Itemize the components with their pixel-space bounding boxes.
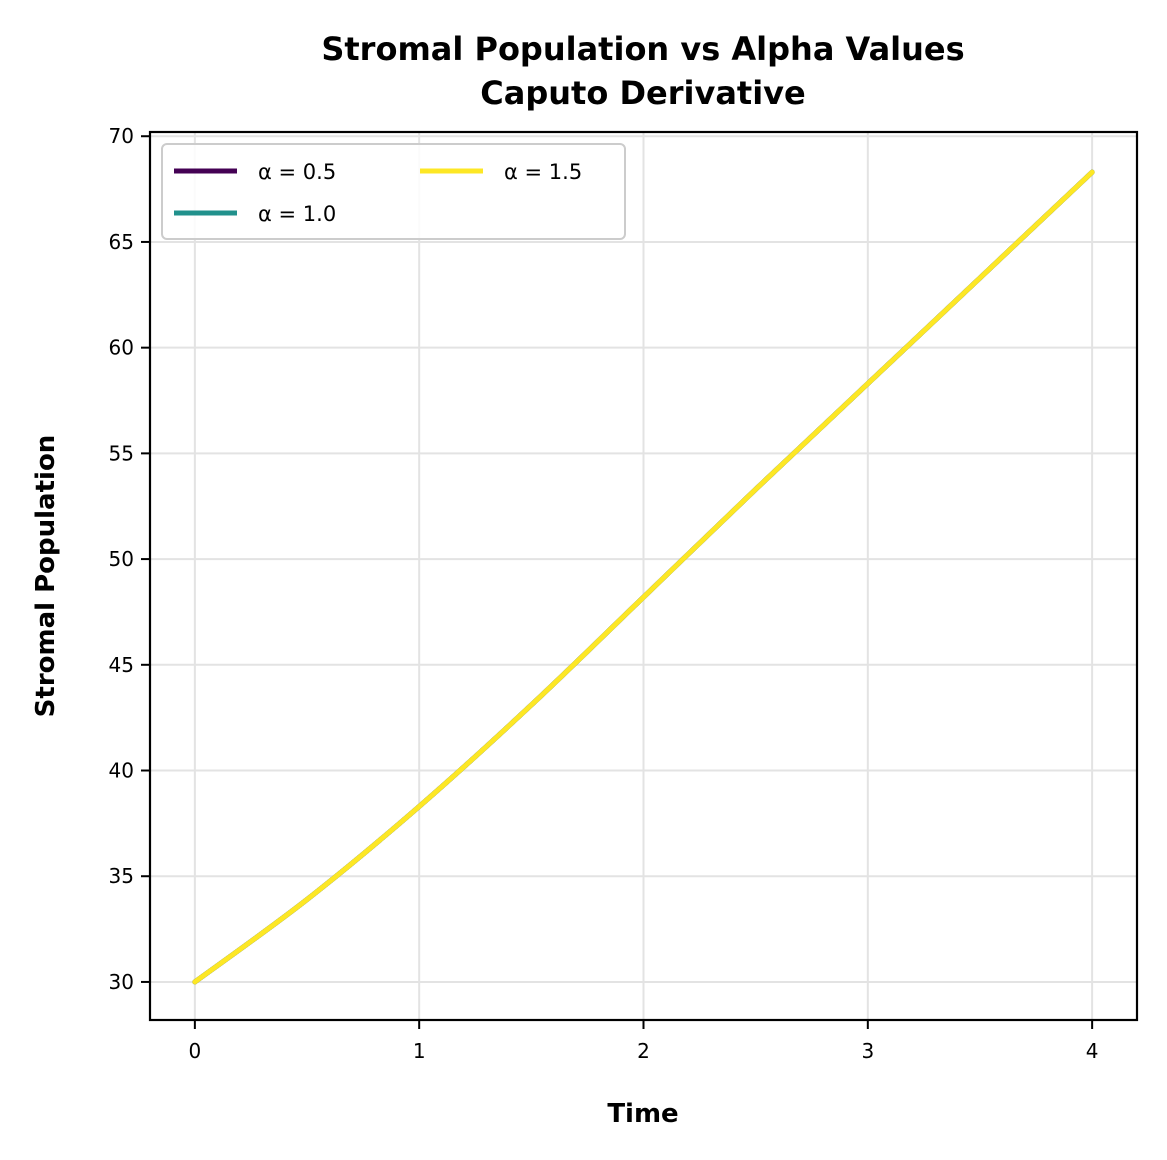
y-tick-label: 65 [109, 230, 134, 254]
legend-label: α = 0.5 [258, 160, 336, 184]
y-tick-label: 30 [109, 970, 134, 994]
y-tick-label: 60 [109, 336, 134, 360]
y-tick-label: 50 [109, 547, 134, 571]
y-axis-ticks: 30 35 40 45 50 55 60 65 70 [109, 124, 150, 994]
x-tick-label: 1 [413, 1039, 426, 1063]
series-line-2 [192, 169, 1095, 985]
y-tick-label: 70 [109, 124, 134, 148]
x-tick-label: 4 [1086, 1039, 1099, 1063]
x-tick-label: 2 [637, 1039, 650, 1063]
y-tick-label: 45 [109, 653, 134, 677]
y-tick-label: 40 [109, 759, 134, 783]
legend-box [161, 143, 626, 240]
legend-label: α = 1.0 [258, 202, 336, 226]
legend-entry: α = 0.5 [174, 160, 336, 184]
legend: α = 0.5 α = 1.0 α = 1.5 [161, 143, 626, 240]
chart-subtitle: Caputo Derivative [480, 74, 805, 112]
x-tick-label: 3 [861, 1039, 874, 1063]
x-axis-label: Time [607, 1099, 678, 1129]
y-tick-label: 55 [109, 441, 134, 465]
legend-label: α = 1.5 [504, 160, 582, 184]
y-tick-label: 35 [109, 864, 134, 888]
x-axis-ticks: 0 1 2 3 4 [188, 1020, 1099, 1063]
chart-title: Stromal Population vs Alpha Values [321, 30, 964, 68]
legend-entry: α = 1.5 [420, 160, 582, 184]
grid [150, 132, 1137, 1020]
legend-entry: α = 1.0 [174, 202, 336, 226]
x-tick-label: 0 [188, 1039, 201, 1063]
y-axis-label: Stromal Population [31, 435, 61, 718]
series-lines [192, 169, 1095, 985]
